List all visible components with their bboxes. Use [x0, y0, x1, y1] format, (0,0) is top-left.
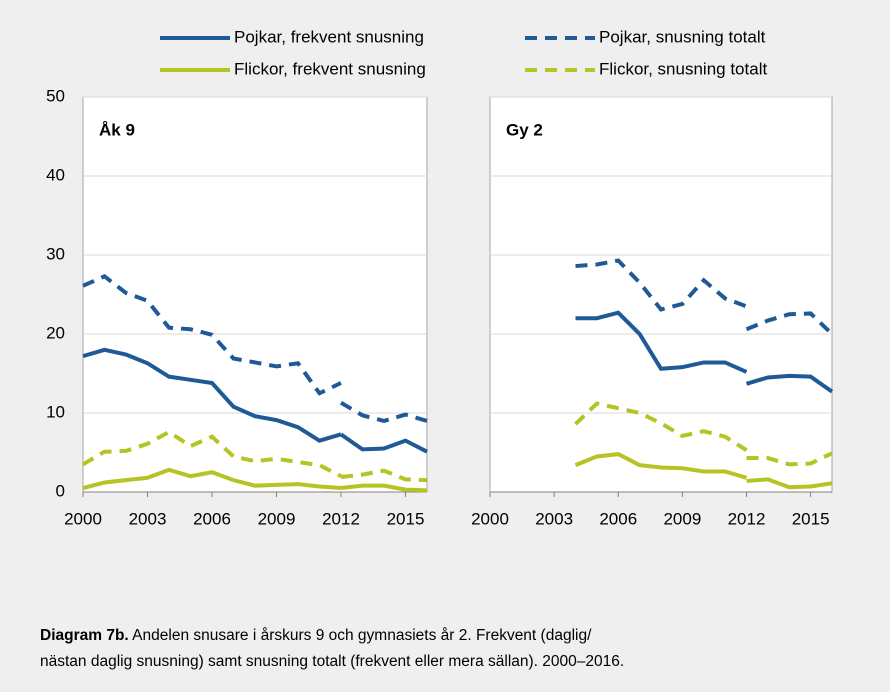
legend-label: Pojkar, snusning totalt — [599, 27, 766, 46]
legend-label: Pojkar, frekvent snusning — [234, 27, 424, 46]
y-tick-label: 40 — [46, 165, 65, 184]
x-tick-label: 2006 — [193, 509, 231, 528]
series-line — [575, 310, 834, 394]
y-tick-label: 50 — [46, 86, 65, 105]
x-tick-label: 2003 — [535, 509, 573, 528]
series-line — [574, 452, 833, 490]
x-tick-label: 2012 — [728, 509, 766, 528]
caption-text: Andelen snusare i årskurs 9 och gymnasie… — [129, 627, 592, 644]
x-tick-label: 2015 — [792, 509, 830, 528]
x-tick-label: 2000 — [471, 509, 509, 528]
plot-area — [82, 96, 428, 493]
legend-label: Flickor, frekvent snusning — [234, 59, 426, 78]
series-line — [82, 274, 428, 423]
x-tick-label: 2003 — [129, 509, 167, 528]
y-tick-label: 20 — [46, 323, 65, 342]
x-tick-label: 2006 — [599, 509, 637, 528]
x-tick-label: 2009 — [663, 509, 701, 528]
series-line — [574, 401, 833, 467]
series-line — [81, 429, 428, 483]
caption-line: nästan daglig snusning) samt snusning to… — [40, 653, 624, 670]
caption-line: Diagram 7b. Andelen snusare i årskurs 9 … — [40, 627, 592, 644]
panel-label: Åk 9 — [99, 120, 135, 139]
x-tick-label: 2015 — [387, 509, 425, 528]
legend-label: Flickor, snusning totalt — [599, 59, 767, 78]
caption-label: Diagram 7b. — [40, 627, 129, 644]
x-tick-label: 2009 — [258, 509, 296, 528]
series-line — [82, 347, 428, 454]
series-line — [82, 467, 428, 493]
y-tick-label: 0 — [56, 481, 65, 500]
plot-area — [489, 96, 833, 493]
series-line — [575, 258, 834, 336]
panel-label: Gy 2 — [506, 120, 543, 139]
x-tick-label: 2000 — [64, 509, 102, 528]
y-tick-label: 30 — [46, 244, 65, 263]
x-tick-label: 2012 — [322, 509, 360, 528]
y-tick-label: 10 — [46, 402, 65, 421]
